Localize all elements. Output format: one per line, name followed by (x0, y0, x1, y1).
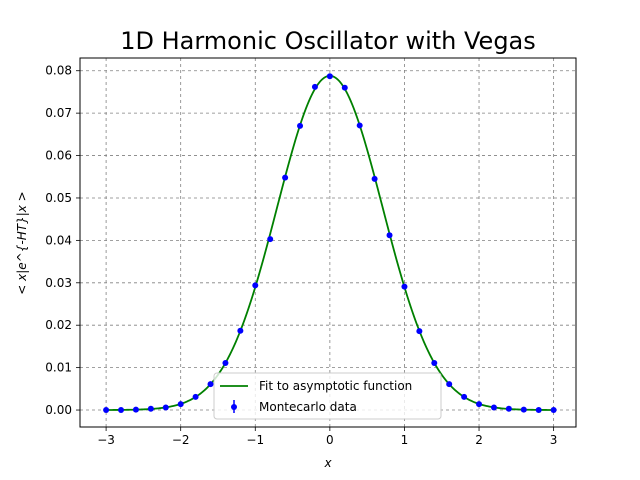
data-point (237, 327, 244, 334)
data-point (356, 122, 363, 129)
y-tick-label: 0.04 (45, 233, 72, 247)
data-point (132, 406, 139, 413)
x-tick-label: 0 (326, 433, 334, 447)
x-axis-label: x (323, 456, 332, 470)
y-tick-label: 0.02 (45, 318, 72, 332)
data-point (476, 401, 483, 408)
legend-marker-swatch (231, 404, 237, 410)
y-tick-label: 0.03 (45, 276, 72, 290)
legend-box (213, 372, 442, 420)
y-tick-label: 0.05 (45, 191, 72, 205)
data-point (297, 122, 304, 129)
y-axis-label: < x|e^{-HT}|x > (15, 191, 29, 294)
data-point (446, 381, 453, 388)
x-tick-label: −2 (172, 433, 190, 447)
data-point (386, 232, 393, 239)
data-point (207, 381, 214, 388)
plot-area (80, 58, 576, 427)
data-point (311, 83, 318, 90)
y-tick-label: 0.00 (45, 403, 72, 417)
y-tick-label: 0.08 (45, 64, 72, 78)
legend-fit-label: Fit to asymptotic function (259, 379, 412, 393)
x-tick-label: 3 (550, 433, 558, 447)
y-tick-label: 0.07 (45, 106, 72, 120)
data-point (505, 405, 512, 412)
data-point (461, 393, 468, 400)
data-point (252, 282, 259, 289)
data-point (103, 407, 110, 414)
data-point (371, 175, 378, 182)
x-tick-label: 1 (401, 433, 409, 447)
plot-frame (79, 57, 577, 428)
data-point (490, 404, 497, 411)
x-tick-label: 2 (475, 433, 483, 447)
x-tick-label: −1 (246, 433, 264, 447)
data-point (192, 393, 199, 400)
data-point (520, 406, 527, 413)
data-point (401, 283, 408, 290)
data-points-layer (103, 73, 557, 414)
data-point (177, 401, 184, 408)
y-tick-label: 0.06 (45, 149, 72, 163)
chart-title: 1D Harmonic Oscillator with Vegas (120, 27, 536, 55)
data-point (118, 407, 125, 414)
x-axis-ticks: −3 −2 −1 0 1 2 3 (97, 427, 557, 447)
data-point (147, 405, 154, 412)
data-point (341, 84, 348, 91)
data-point (550, 407, 557, 414)
data-point (162, 404, 169, 411)
data-point (535, 407, 542, 414)
data-point (282, 174, 289, 181)
data-point (267, 236, 274, 243)
x-tick-label: −3 (97, 433, 115, 447)
data-point (222, 359, 229, 366)
data-point (431, 359, 438, 366)
data-point (416, 328, 423, 335)
data-point (326, 73, 333, 80)
legend: Fit to asymptotic function Montecarlo da… (213, 372, 442, 420)
legend-data-label: Montecarlo data (259, 400, 357, 414)
grid (80, 58, 576, 427)
y-axis-ticks: 0.00 0.01 0.02 0.03 0.04 0.05 0.06 0.07 0.08 (45, 64, 80, 417)
y-tick-label: 0.01 (45, 361, 72, 375)
